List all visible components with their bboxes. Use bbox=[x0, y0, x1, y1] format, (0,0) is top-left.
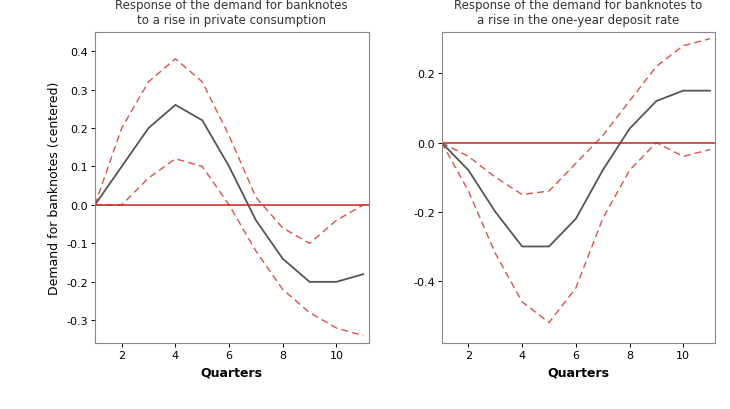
Title: Response of the demand for banknotes to
a rise in the one-year deposit rate: Response of the demand for banknotes to … bbox=[454, 0, 703, 27]
Title: Response of the demand for banknotes
to a rise in private consumption: Response of the demand for banknotes to … bbox=[115, 0, 348, 27]
X-axis label: Quarters: Quarters bbox=[201, 366, 263, 379]
X-axis label: Quarters: Quarters bbox=[548, 366, 610, 379]
Y-axis label: Demand for banknotes (centered): Demand for banknotes (centered) bbox=[47, 82, 61, 294]
